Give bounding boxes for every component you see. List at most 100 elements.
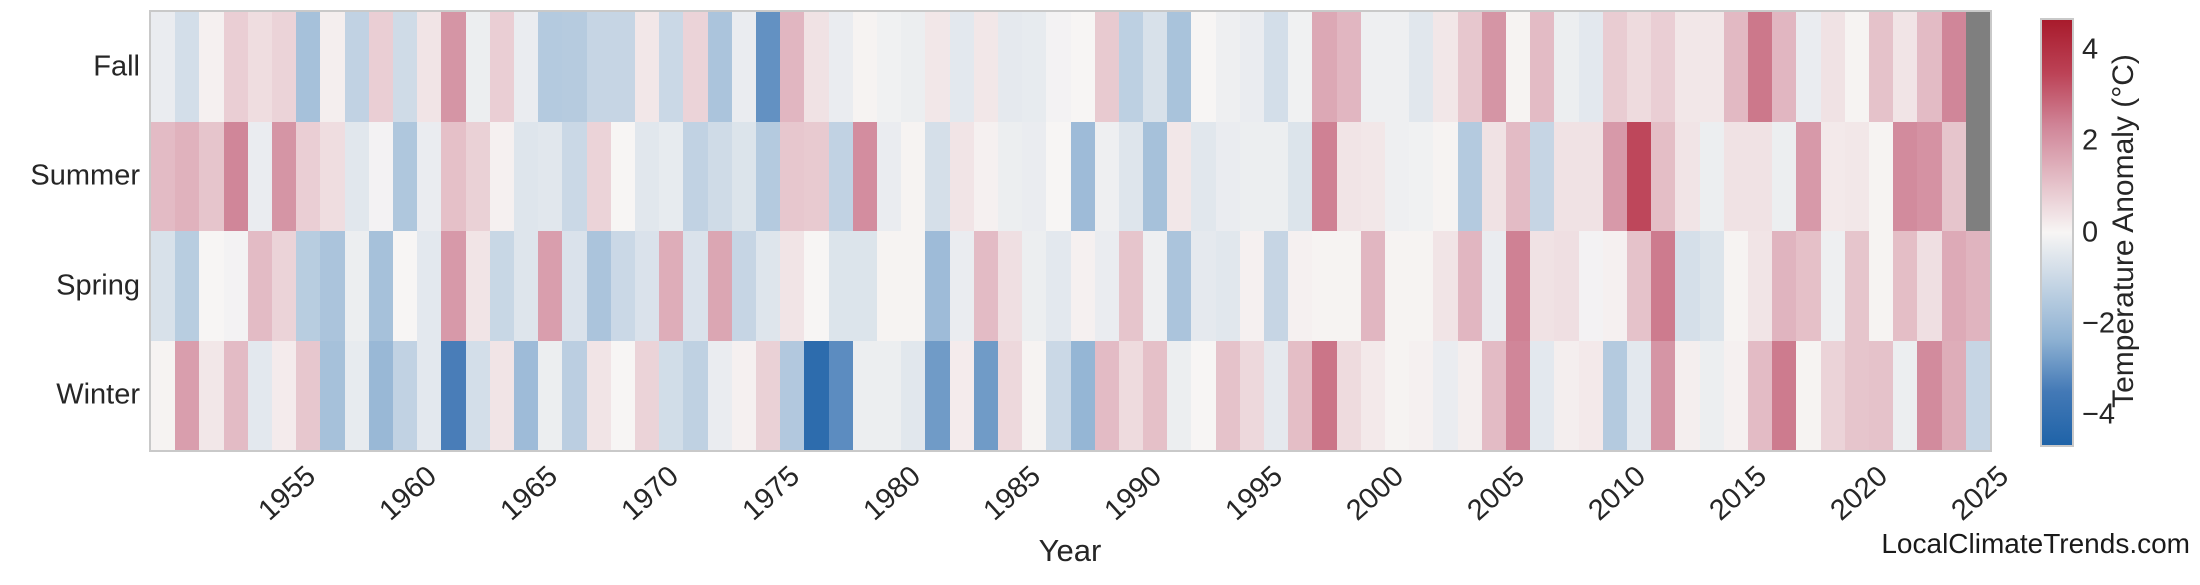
heatmap-cell (175, 12, 200, 122)
heatmap-cell (925, 121, 950, 231)
heatmap-cell (755, 12, 781, 122)
heatmap-cell (1917, 121, 1942, 231)
heatmap-cell (1723, 231, 1749, 341)
heatmap-cell (1094, 231, 1119, 341)
heatmap-cell (1022, 121, 1047, 231)
heatmap-cell (1530, 340, 1555, 450)
heatmap-cell (1893, 231, 1918, 341)
heatmap-cell (247, 12, 272, 122)
heatmap-cell (465, 12, 490, 122)
heatmap-cell (997, 340, 1023, 450)
heatmap-cell (1094, 340, 1119, 450)
heatmap-cell (441, 121, 466, 231)
heatmap-cell (1578, 231, 1603, 341)
heatmap-cell (780, 340, 805, 450)
heatmap-cell (634, 231, 660, 341)
heatmap-cell (1675, 340, 1700, 450)
heatmap-cell (1336, 12, 1361, 122)
heatmap-cell (1796, 12, 1821, 122)
heatmap-cell (562, 340, 587, 450)
heatmap-cell (586, 121, 611, 231)
heatmap-cell (320, 231, 345, 341)
heatmap-cell (828, 340, 853, 450)
heatmap-cell (151, 12, 176, 122)
colorbar-title-text: Temperature Anomaly (°C) (2107, 54, 2140, 408)
heatmap-cell (731, 231, 756, 341)
heatmap-cell (1070, 340, 1095, 450)
heatmap-cell (1869, 12, 1894, 122)
heatmap-cell (1627, 12, 1652, 122)
heatmap-cell (1699, 340, 1724, 450)
heatmap-cell (1844, 12, 1869, 122)
heatmap-cell (1167, 231, 1192, 341)
heatmap-cell (949, 340, 974, 450)
row-label-fall: Fall (93, 50, 140, 83)
heatmap-cell (296, 12, 321, 122)
heatmap-cell (1578, 340, 1603, 450)
heatmap-cell (707, 12, 732, 122)
heatmap-cell (1143, 340, 1168, 450)
heatmap-cell (344, 121, 369, 231)
heatmap-cell (1433, 12, 1458, 122)
heatmap-cell (1070, 121, 1095, 231)
heatmap-cell (271, 12, 297, 122)
heatmap-cell (1409, 231, 1434, 341)
heatmap-cell (368, 340, 393, 450)
heatmap-cell (780, 12, 805, 122)
heatmap-cell (731, 340, 756, 450)
heatmap-cell (1167, 340, 1192, 450)
heatmap-cell (901, 121, 926, 231)
heatmap-cell (1506, 231, 1531, 341)
heatmap-cell (1748, 340, 1773, 450)
heatmap-cell (634, 121, 660, 231)
heatmap-cell (1748, 231, 1773, 341)
heatmap-cell (1554, 340, 1579, 450)
heatmap-cell (1796, 231, 1821, 341)
heatmap-cell (1118, 121, 1144, 231)
heatmap-cell (1602, 231, 1628, 341)
heatmap-cell (1627, 121, 1652, 231)
heatmap-cell (151, 340, 176, 450)
heatmap-cell (973, 231, 998, 341)
heatmap-cell (175, 231, 200, 341)
heatmap-cell (586, 340, 611, 450)
heatmap-cell (1796, 340, 1821, 450)
heatmap-cell (1578, 12, 1603, 122)
heatmap-cell (1022, 340, 1047, 450)
heatmap-cell (1748, 12, 1773, 122)
heatmap-cell (1215, 121, 1240, 231)
heatmap-cell (1118, 231, 1144, 341)
colorbar-tick-label: 0 (2082, 216, 2099, 248)
heatmap-cell (610, 121, 635, 231)
heatmap-cell (1772, 231, 1797, 341)
heatmap-cell (1772, 340, 1797, 450)
heatmap-cell (852, 231, 877, 341)
heatmap-cell (344, 12, 369, 122)
heatmap-cell (683, 121, 708, 231)
heatmap-cell (586, 231, 611, 341)
heatmap-cell (1433, 340, 1458, 450)
heatmap-cell (1457, 12, 1482, 122)
heatmap-cell (199, 121, 224, 231)
heatmap-cell (392, 340, 418, 450)
heatmap-cell (707, 231, 732, 341)
heatmap-cell (1651, 12, 1676, 122)
heatmap-cell (1602, 12, 1628, 122)
heatmap-cell (151, 231, 176, 341)
heatmap-cell (465, 340, 490, 450)
heatmap-cell (731, 121, 756, 231)
heatmap-cell (1167, 121, 1192, 231)
heatmap-cell (1457, 121, 1482, 231)
heatmap-cell (997, 12, 1023, 122)
heatmap-cell (731, 12, 756, 122)
heatmap-cell (320, 340, 345, 450)
row-label-spring: Spring (56, 269, 140, 302)
heatmap-cell (1554, 231, 1579, 341)
heatmap-cell (1143, 121, 1168, 231)
heatmap-cell (465, 231, 490, 341)
heatmap-cell (828, 121, 853, 231)
heatmap-cell (1070, 12, 1095, 122)
colorbar-tick-label: −4 (2082, 398, 2116, 431)
heatmap-cell (1506, 340, 1531, 450)
heatmap-cell (1385, 340, 1410, 450)
